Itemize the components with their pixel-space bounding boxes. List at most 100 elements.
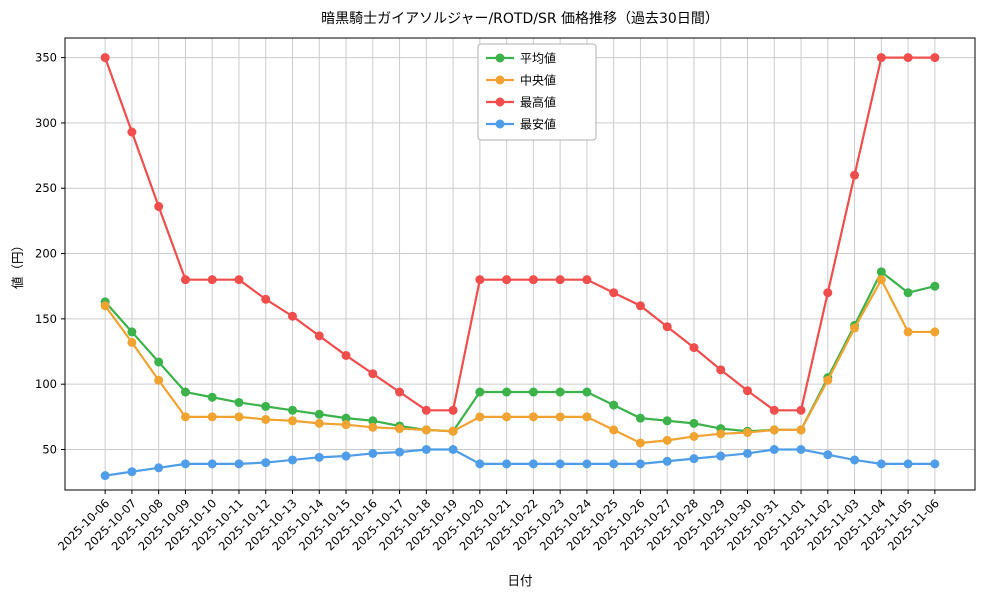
series-min-marker (528, 459, 538, 469)
series-min-marker (502, 459, 512, 469)
series-avg-marker (180, 387, 190, 397)
series-max-marker (769, 405, 779, 415)
series-min-marker (796, 445, 806, 455)
legend-min-marker (495, 119, 505, 129)
series-min-marker (689, 454, 699, 464)
series-max-marker (528, 275, 538, 285)
legend-min-label: 最安値 (520, 117, 556, 132)
series-max-marker (261, 294, 271, 304)
series-avg-marker (609, 400, 619, 410)
series-min-marker (582, 459, 592, 469)
series-median-marker (234, 412, 244, 422)
series-max-marker (127, 127, 137, 137)
series-min-marker (555, 459, 565, 469)
series-avg-marker (689, 418, 699, 428)
series-min-marker (421, 445, 431, 455)
series-min-marker (180, 459, 190, 469)
series-min-marker (609, 459, 619, 469)
series-median-marker (769, 425, 779, 435)
series-min-marker (662, 456, 672, 466)
series-median-marker (903, 327, 913, 337)
series-min-marker (876, 459, 886, 469)
y-tick-label: 250 (35, 181, 57, 195)
series-median-marker (314, 418, 324, 428)
grid-lines (65, 38, 975, 490)
series-max-marker (154, 202, 164, 212)
series-median-marker (582, 412, 592, 422)
series-median-marker (421, 425, 431, 435)
series-median-marker (288, 416, 297, 426)
series-median-marker (930, 327, 940, 337)
legend-box (477, 43, 597, 141)
series-min-marker (475, 459, 485, 469)
series-median-marker (475, 412, 485, 422)
series-max-marker (368, 369, 378, 379)
series-min-marker (716, 451, 726, 461)
series-max-marker (207, 275, 217, 285)
series-max-marker (609, 288, 619, 298)
series-max-marker (850, 170, 860, 180)
series-min-marker (234, 459, 244, 469)
series-min-marker (903, 459, 913, 469)
series-max-marker (100, 53, 110, 63)
series-avg-marker (930, 281, 940, 291)
series-max-marker (716, 365, 726, 375)
x-axis-label: 日付 (507, 573, 532, 588)
series-max-marker (903, 53, 913, 63)
series-min-marker (207, 459, 217, 469)
series-max-marker (234, 275, 244, 285)
plot-border (64, 37, 976, 491)
series-max-marker (448, 405, 458, 415)
series-median-marker (154, 375, 164, 385)
series-max-marker (555, 275, 565, 285)
series-min-marker (288, 455, 297, 465)
series-max-marker (743, 386, 752, 396)
series-avg-marker (528, 387, 538, 397)
series-median-marker (635, 438, 645, 448)
series-median-marker (395, 424, 405, 434)
series-avg-marker (582, 387, 592, 397)
series-max-marker (314, 331, 324, 341)
series-avg-marker (207, 392, 217, 402)
series-min-marker (100, 471, 110, 481)
series-min-marker (368, 448, 378, 458)
series-min-marker (314, 452, 324, 462)
series-median-marker (662, 435, 672, 445)
series-max-marker (395, 387, 405, 397)
series-max-marker (796, 405, 806, 415)
series-median-marker (180, 412, 190, 422)
series-avg-marker (555, 387, 565, 397)
series-avg-marker (127, 327, 137, 337)
y-tick-label: 200 (35, 247, 57, 261)
series-min-marker (261, 458, 271, 468)
series-avg-marker (475, 387, 485, 397)
series-avg-marker (234, 397, 244, 407)
series-min-marker (850, 455, 860, 465)
series-avg-marker (635, 413, 645, 423)
series-max-marker (341, 350, 351, 360)
series-max-marker (582, 275, 592, 285)
series-median-marker (528, 412, 538, 422)
series-avg-marker (903, 288, 913, 298)
series-avg-marker (154, 357, 164, 367)
legend-max-marker (495, 97, 505, 107)
series-median-marker (341, 420, 351, 430)
series-median-marker (823, 375, 833, 385)
series-avg-marker (368, 416, 378, 426)
chart-title: 暗黒騎士ガイアソルジャー/ROTD/SR 価格推移（過去30日間） (321, 11, 719, 27)
series-median-marker (796, 425, 806, 435)
series-max-marker (823, 288, 833, 298)
series-min-marker (127, 467, 137, 477)
series-max-marker (689, 343, 699, 353)
series-max-marker (421, 405, 431, 415)
series-min-marker (743, 448, 752, 458)
series-min-marker (930, 459, 940, 469)
legend-median-label: 中央値 (520, 73, 556, 88)
y-tick-label: 50 (42, 443, 57, 457)
series-avg-marker (876, 267, 886, 277)
legend-median-marker (495, 75, 505, 85)
series-max-marker (180, 275, 190, 285)
series-avg-marker (341, 413, 351, 423)
